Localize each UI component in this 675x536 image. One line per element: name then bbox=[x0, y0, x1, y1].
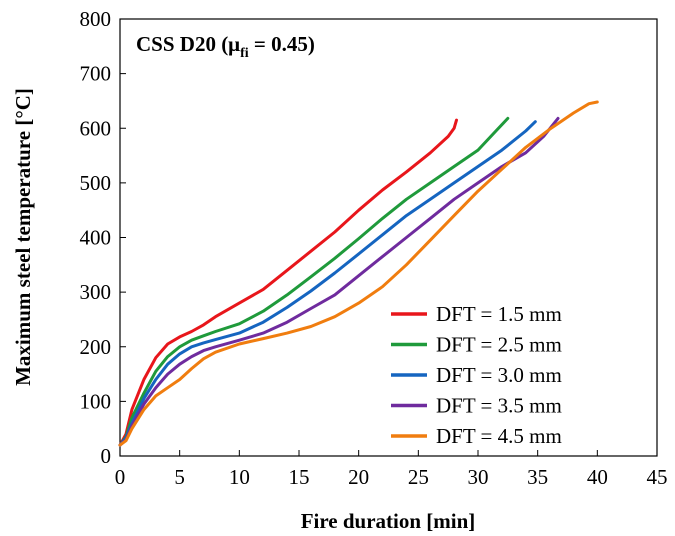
x-axis-label: Fire duration [min] bbox=[301, 509, 476, 533]
x-tick-label: 5 bbox=[174, 465, 185, 489]
x-tick-label: 35 bbox=[527, 465, 548, 489]
x-tick-label: 25 bbox=[408, 465, 429, 489]
y-tick-label: 200 bbox=[80, 335, 112, 359]
panel-title-tail: = 0.45) bbox=[249, 32, 315, 56]
y-axis-ticks: 0 100 200 300 400 500 600 700 800 bbox=[80, 7, 127, 468]
y-tick-label: 600 bbox=[80, 116, 112, 140]
x-tick-label: 30 bbox=[468, 465, 489, 489]
plot-area bbox=[120, 19, 657, 456]
legend-label: DFT = 3.0 mm bbox=[436, 363, 562, 387]
y-axis-label: Maximum steel temperature [°C] bbox=[11, 88, 35, 386]
legend-label: DFT = 2.5 mm bbox=[436, 333, 562, 357]
x-tick-label: 40 bbox=[587, 465, 608, 489]
legend-label: DFT = 1.5 mm bbox=[436, 302, 562, 326]
x-tick-label: 0 bbox=[115, 465, 126, 489]
x-tick-label: 15 bbox=[289, 465, 310, 489]
panel-title-main: CSS D20 (μ bbox=[136, 32, 240, 56]
y-tick-label: 400 bbox=[80, 226, 112, 250]
y-tick-label: 300 bbox=[80, 280, 112, 304]
x-tick-label: 10 bbox=[229, 465, 250, 489]
x-tick-label: 20 bbox=[348, 465, 369, 489]
y-tick-label: 800 bbox=[80, 7, 112, 31]
legend-label: DFT = 4.5 mm bbox=[436, 424, 562, 448]
y-tick-label: 500 bbox=[80, 171, 112, 195]
legend-label: DFT = 3.5 mm bbox=[436, 394, 562, 418]
y-tick-label: 0 bbox=[101, 444, 112, 468]
panel-title-subscript: fi bbox=[240, 46, 249, 61]
x-tick-label: 45 bbox=[647, 465, 668, 489]
y-tick-label: 700 bbox=[80, 62, 112, 86]
y-tick-label: 100 bbox=[80, 389, 112, 413]
